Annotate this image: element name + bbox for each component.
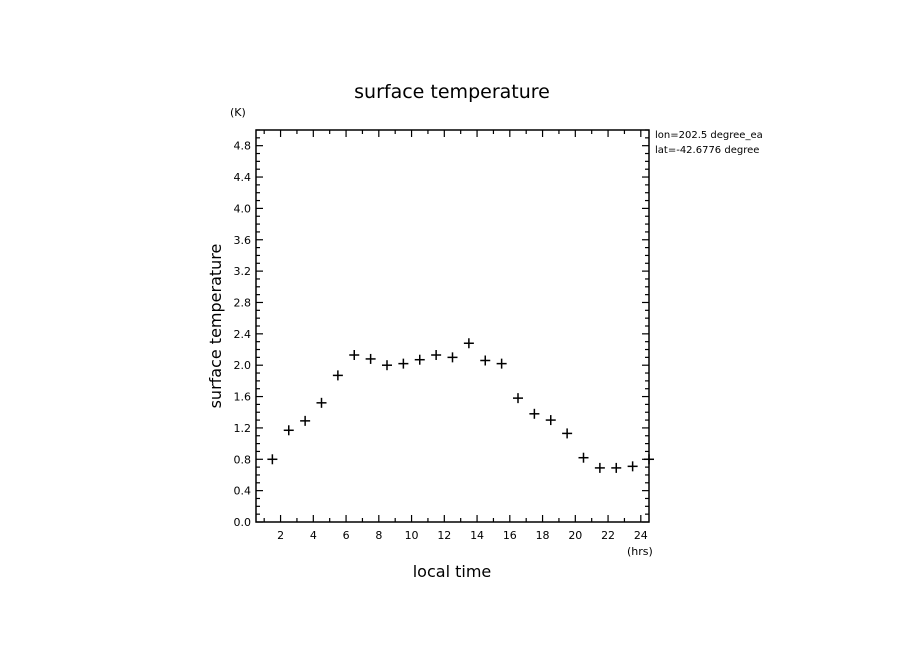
- data-point: [447, 352, 458, 363]
- data-point: [431, 350, 442, 361]
- plot-frame: [255, 129, 650, 523]
- data-point: [529, 408, 540, 419]
- data-point: [611, 462, 622, 473]
- data-point: [316, 397, 327, 408]
- y-tick-label: 2.4: [234, 328, 252, 341]
- x-tick-label: 18: [536, 529, 550, 542]
- x-tick-label: 22: [601, 529, 615, 542]
- y-axis-label: surface temperature: [206, 244, 225, 409]
- y-tick-label: 3.2: [234, 265, 252, 278]
- data-points: [267, 338, 654, 473]
- y-tick-label: 4.0: [234, 202, 252, 215]
- y-tick-label: 4.4: [234, 171, 252, 184]
- chart-title: surface temperature: [354, 81, 550, 103]
- data-point: [365, 353, 376, 364]
- info-lon: lon=202.5 degree_ea: [655, 130, 763, 141]
- x-axis-label: local time: [413, 562, 492, 581]
- y-tick-label: 3.6: [234, 234, 252, 247]
- data-point: [414, 354, 425, 365]
- x-tick-label: 8: [375, 529, 382, 542]
- x-tick-label: 6: [343, 529, 350, 542]
- data-point: [594, 462, 605, 473]
- x-tick-label: 10: [405, 529, 419, 542]
- data-point: [644, 454, 654, 465]
- info-lat: lat=-42.6776 degree: [655, 145, 759, 156]
- y-tick-label: 4.8: [234, 140, 252, 153]
- data-point: [463, 338, 474, 349]
- data-point: [513, 393, 523, 404]
- data-point: [480, 355, 491, 366]
- data-point: [332, 370, 343, 381]
- x-tick-label: 24: [634, 529, 648, 542]
- x-tick-label: 14: [470, 529, 484, 542]
- y-tick-label: 1.2: [234, 422, 252, 435]
- y-tick-label: 2.0: [234, 359, 252, 372]
- data-point: [545, 415, 556, 426]
- data-point: [562, 428, 573, 439]
- data-point: [382, 360, 392, 371]
- axis-ticks: 2 4 6 8 10 12 14 16 18 20 22 240.00.40.81.21.62.02.…: [234, 129, 649, 542]
- data-point: [349, 350, 360, 361]
- data-point: [300, 415, 311, 426]
- data-point: [283, 425, 294, 436]
- data-point: [496, 358, 507, 369]
- x-unit-label: (hrs): [627, 545, 653, 558]
- data-point: [398, 358, 409, 369]
- x-tick-label: 12: [437, 529, 451, 542]
- x-tick-label: 4: [310, 529, 317, 542]
- x-tick-label: 16: [503, 529, 517, 542]
- y-tick-label: 0.0: [234, 516, 252, 529]
- y-tick-label: 0.4: [234, 485, 252, 498]
- y-tick-label: 2.8: [234, 296, 252, 309]
- y-tick-label: 0.8: [234, 453, 252, 466]
- y-unit-label: (K): [230, 106, 246, 119]
- x-tick-label: 2: [277, 529, 284, 542]
- x-tick-label: 20: [568, 529, 582, 542]
- data-point: [267, 454, 278, 465]
- y-tick-label: 1.6: [234, 391, 252, 404]
- data-point: [627, 461, 638, 472]
- data-point: [578, 452, 589, 463]
